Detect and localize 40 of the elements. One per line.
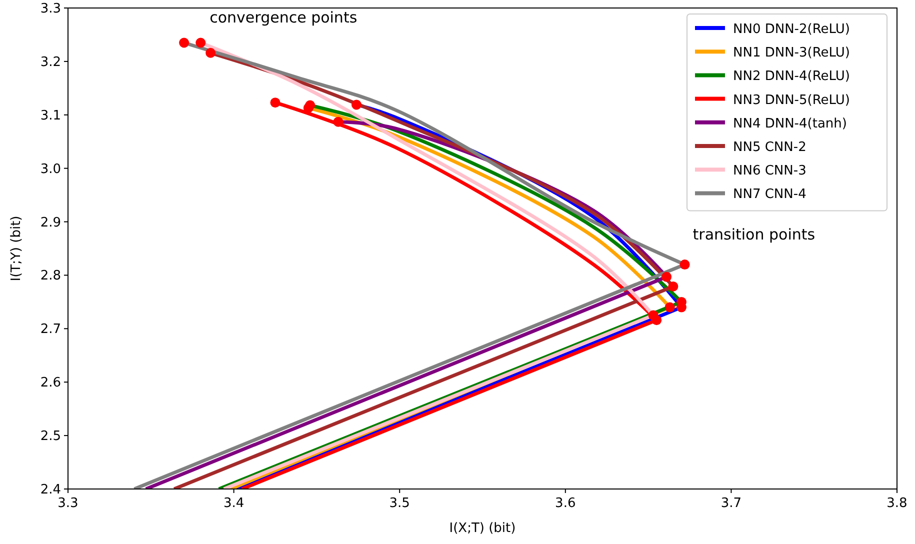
point xyxy=(662,272,672,282)
point xyxy=(351,100,362,110)
point xyxy=(680,260,690,270)
point xyxy=(668,281,678,292)
x-tick-label: 3.5 xyxy=(389,496,410,511)
legend-label: NN2 DNN-4(ReLU) xyxy=(733,69,850,84)
annotation: convergence points xyxy=(210,8,358,27)
y-tick-label: 2.5 xyxy=(40,429,61,444)
x-tick-label: 3.8 xyxy=(886,496,908,511)
legend-label: NN6 CNN-3 xyxy=(733,164,806,179)
point xyxy=(270,98,280,108)
y-tick-label: 2.7 xyxy=(40,322,61,338)
y-axis-title: I(T;Y) (bit) xyxy=(9,216,24,282)
point xyxy=(179,38,190,48)
x-tick-label: 3.6 xyxy=(555,496,576,511)
annotation: transition points xyxy=(692,226,816,244)
point xyxy=(305,100,316,110)
point xyxy=(664,302,675,312)
y-tick-label: 3.3 xyxy=(40,2,61,16)
point xyxy=(206,48,216,58)
legend-label: NN5 CNN-2 xyxy=(733,140,806,155)
point xyxy=(196,38,206,48)
x-tick-label: 3.7 xyxy=(720,496,742,511)
legend-label: NN1 DNN-3(ReLU) xyxy=(733,46,850,61)
x-axis-title: I(X;T) (bit) xyxy=(449,521,516,536)
y-tick-label: 2.8 xyxy=(40,268,61,284)
point xyxy=(648,310,658,320)
legend-label: NN4 DNN-4(tanh) xyxy=(733,116,847,132)
legend-label: NN0 DNN-2(ReLU) xyxy=(733,22,850,37)
point xyxy=(333,116,344,127)
y-tick-label: 3.2 xyxy=(40,54,61,70)
legend-label: NN7 CNN-4 xyxy=(733,187,806,202)
x-tick-label: 3.4 xyxy=(223,496,244,511)
x-tick-label: 3.3 xyxy=(58,496,78,511)
y-tick-label: 2.9 xyxy=(40,215,61,230)
y-tick-label: 3.0 xyxy=(40,162,61,177)
y-tick-label: 2.6 xyxy=(40,376,61,391)
y-tick-label: 2.4 xyxy=(40,482,61,498)
y-tick-label: 3.1 xyxy=(40,108,61,124)
legend-label: NN3 DNN-5(ReLU) xyxy=(733,92,850,108)
